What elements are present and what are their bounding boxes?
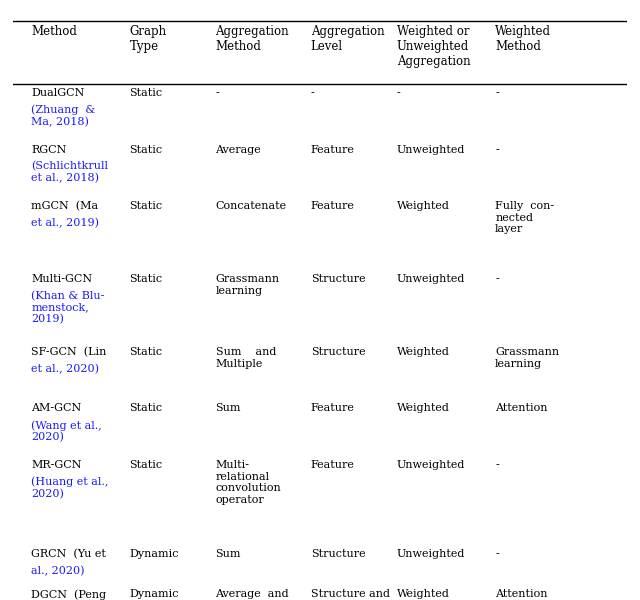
Text: Sum    and
Multiple: Sum and Multiple <box>216 347 276 368</box>
Text: Attention: Attention <box>495 589 548 599</box>
Text: Grassmann
learning: Grassmann learning <box>495 347 559 368</box>
Text: (Zhuang  &
Ma, 2018): (Zhuang & Ma, 2018) <box>31 105 95 127</box>
Text: AM-GCN: AM-GCN <box>31 403 81 413</box>
Text: Unweighted: Unweighted <box>397 550 465 559</box>
Text: Average  and
Sum: Average and Sum <box>216 589 289 600</box>
Text: -: - <box>495 88 499 98</box>
Text: Static: Static <box>129 460 163 470</box>
Text: RGCN: RGCN <box>31 145 67 155</box>
Text: et al., 2019): et al., 2019) <box>31 218 99 228</box>
Text: -: - <box>495 460 499 470</box>
Text: Unweighted: Unweighted <box>397 145 465 155</box>
Text: Weighted: Weighted <box>397 589 450 599</box>
Text: Method: Method <box>31 25 77 38</box>
Text: Weighted: Weighted <box>397 201 450 211</box>
Text: DualGCN: DualGCN <box>31 88 84 98</box>
Text: Static: Static <box>129 403 163 413</box>
Text: Feature: Feature <box>311 145 355 155</box>
Text: Feature: Feature <box>311 460 355 470</box>
Text: (Wang et al.,
2020): (Wang et al., 2020) <box>31 420 102 442</box>
Text: Dynamic: Dynamic <box>129 550 179 559</box>
Text: MR-GCN: MR-GCN <box>31 460 82 470</box>
Text: -: - <box>216 88 220 98</box>
Text: Structure: Structure <box>311 550 365 559</box>
Text: -: - <box>495 145 499 155</box>
Text: (Khan & Blu-
menstock,
2019): (Khan & Blu- menstock, 2019) <box>31 290 104 325</box>
Text: Sum: Sum <box>216 403 241 413</box>
Text: Fully  con-
nected
layer: Fully con- nected layer <box>495 201 554 235</box>
Text: Weighted
Method: Weighted Method <box>495 25 551 53</box>
Text: Aggregation
Method: Aggregation Method <box>216 25 289 53</box>
Text: -: - <box>397 88 401 98</box>
Text: Weighted: Weighted <box>397 403 450 413</box>
Text: Static: Static <box>129 145 163 155</box>
Text: al., 2020): al., 2020) <box>31 566 84 576</box>
Text: et al., 2020): et al., 2020) <box>31 364 99 374</box>
Text: Sum: Sum <box>216 550 241 559</box>
Text: Graph
Type: Graph Type <box>129 25 166 53</box>
Text: Weighted or
Unweighted
Aggregation: Weighted or Unweighted Aggregation <box>397 25 470 68</box>
Text: Static: Static <box>129 274 163 284</box>
Text: Structure and
Feature: Structure and Feature <box>311 589 390 600</box>
Text: Structure: Structure <box>311 274 365 284</box>
Text: (Huang et al.,
2020): (Huang et al., 2020) <box>31 476 109 499</box>
Text: Average: Average <box>216 145 261 155</box>
Text: (Schlichtkrull
et al., 2018): (Schlichtkrull et al., 2018) <box>31 161 108 184</box>
Text: Feature: Feature <box>311 403 355 413</box>
Text: Unweighted: Unweighted <box>397 460 465 470</box>
Text: -: - <box>495 550 499 559</box>
Text: Attention: Attention <box>495 403 548 413</box>
Text: Dynamic: Dynamic <box>129 589 179 599</box>
Text: -: - <box>495 274 499 284</box>
Text: Static: Static <box>129 88 163 98</box>
Text: Grassmann
learning: Grassmann learning <box>216 274 280 296</box>
Text: Feature: Feature <box>311 201 355 211</box>
Text: Static: Static <box>129 201 163 211</box>
Text: -: - <box>311 88 314 98</box>
Text: Concatenate: Concatenate <box>216 201 287 211</box>
Text: DGCN  (Peng: DGCN (Peng <box>31 589 106 600</box>
Text: Static: Static <box>129 347 163 357</box>
Text: Multi-GCN: Multi-GCN <box>31 274 92 284</box>
Text: GRCN  (Yu et: GRCN (Yu et <box>31 550 106 560</box>
Text: Structure: Structure <box>311 347 365 357</box>
Text: Aggregation
Level: Aggregation Level <box>311 25 385 53</box>
Text: SF-GCN  (Lin: SF-GCN (Lin <box>31 347 107 358</box>
Text: Unweighted: Unweighted <box>397 274 465 284</box>
Text: Weighted: Weighted <box>397 347 450 357</box>
Text: mGCN  (Ma: mGCN (Ma <box>31 201 99 212</box>
Text: Multi-
relational
convolution
operator: Multi- relational convolution operator <box>216 460 282 505</box>
